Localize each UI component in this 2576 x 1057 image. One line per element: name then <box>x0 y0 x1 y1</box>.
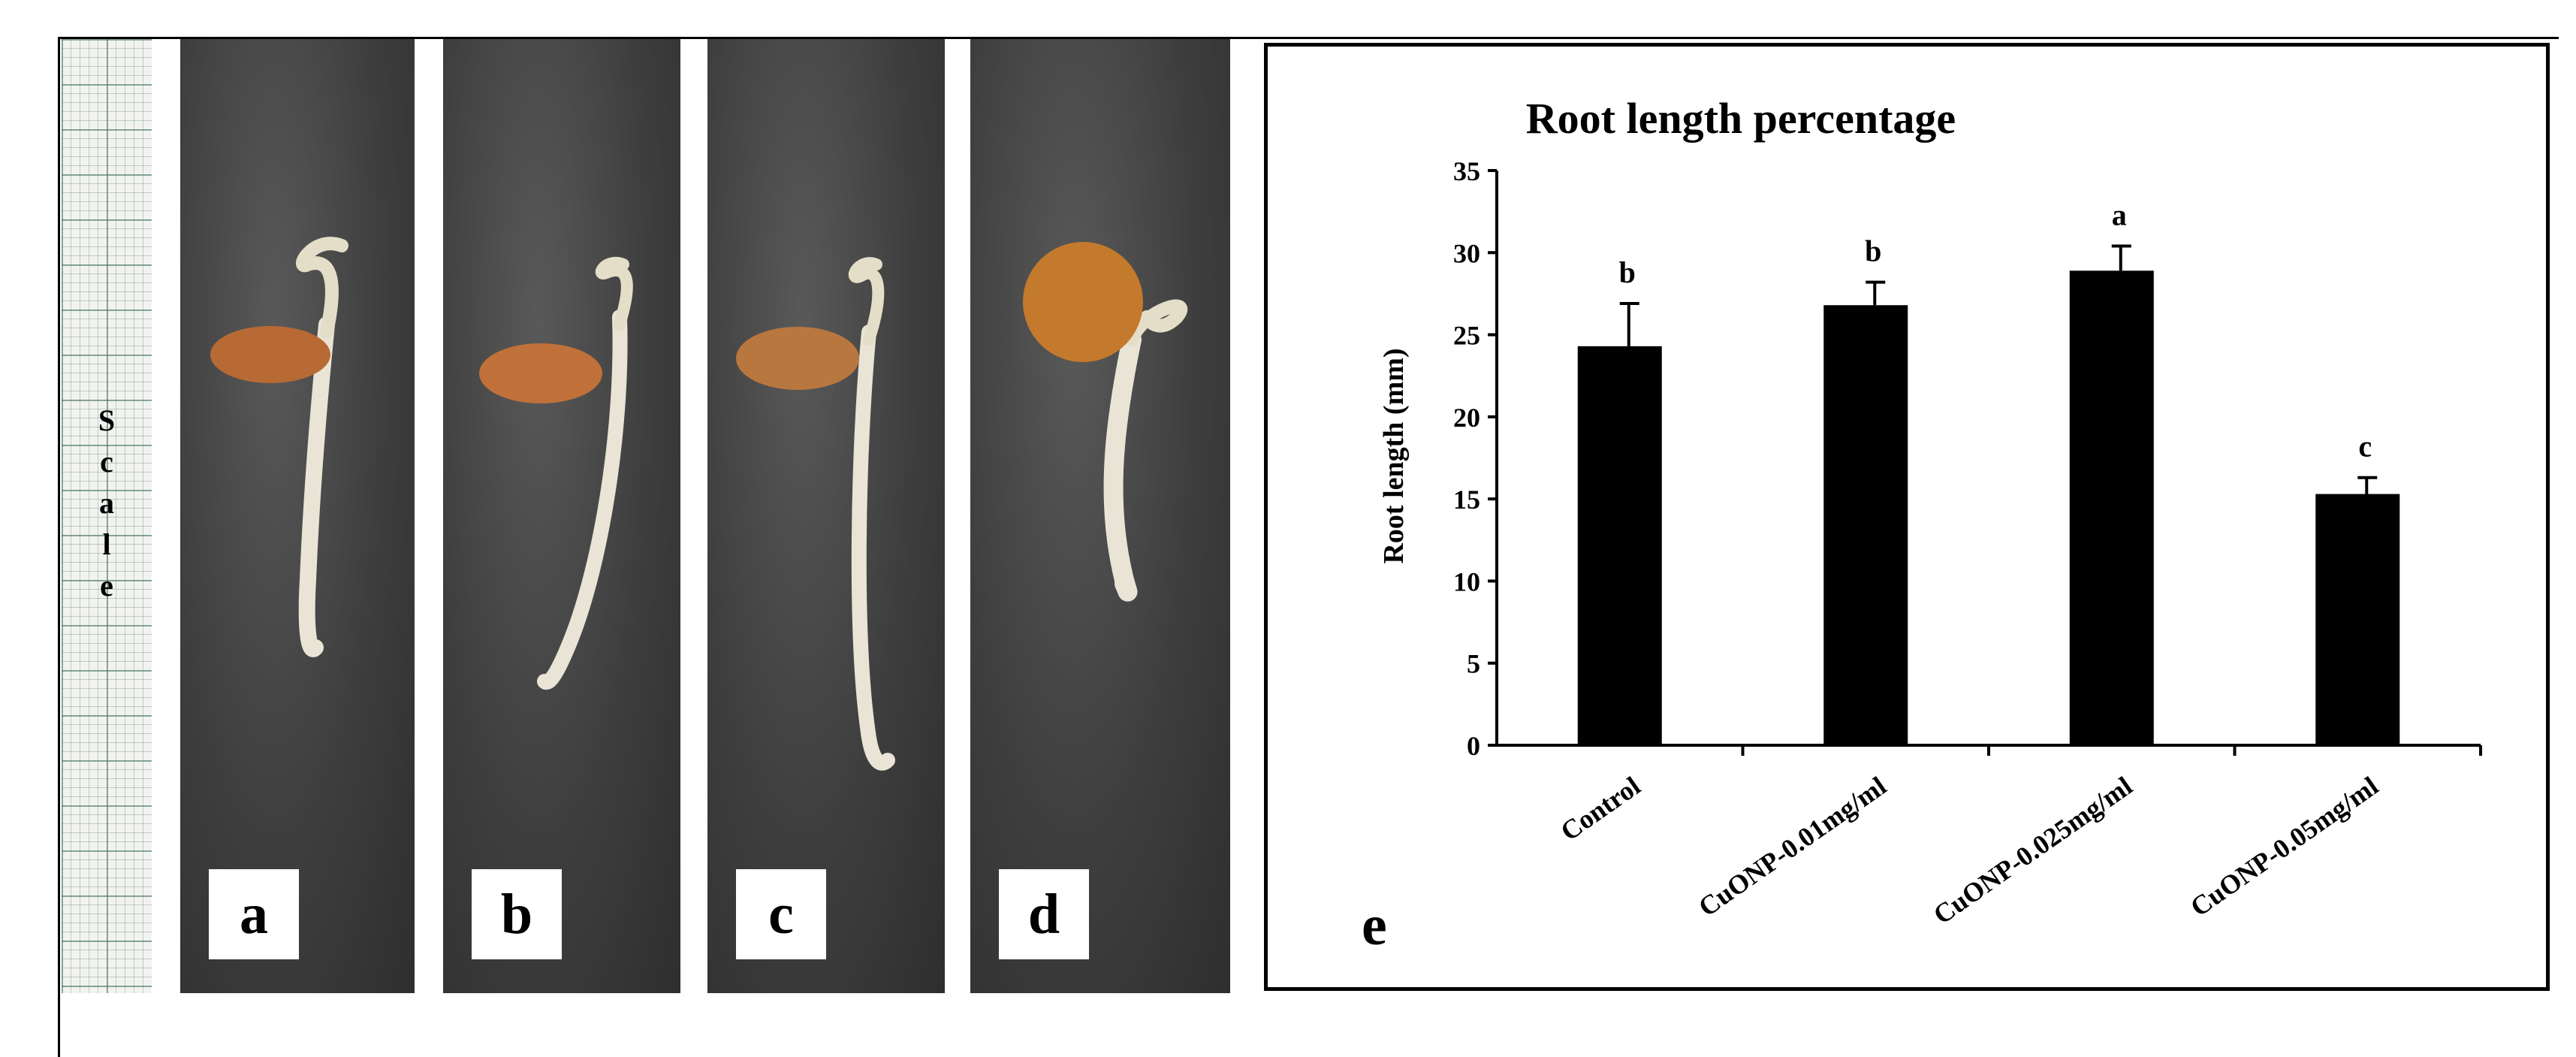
x-category-label: CuONP-0.05mg/ml <box>2185 771 2384 923</box>
shoot <box>296 237 348 339</box>
scale-ruler: S c a l e <box>62 39 152 993</box>
seedling-d-image <box>1023 242 1188 602</box>
bar <box>2315 494 2400 745</box>
scale-letter: c <box>100 445 113 479</box>
chart-title: Root length percentage <box>1526 94 1956 143</box>
scale-letter: S <box>98 403 116 437</box>
figure-top-rule <box>58 37 2559 39</box>
y-tick-label: 35 <box>1453 156 1480 186</box>
y-tick-label: 25 <box>1453 321 1480 351</box>
seedling-a-image <box>210 237 348 657</box>
figure-left-rule <box>58 37 60 1057</box>
panel-label-c: c <box>736 869 826 959</box>
scale-label: S c a l e <box>62 400 152 606</box>
seed <box>210 326 330 383</box>
seedling-photo-b: b <box>443 39 680 993</box>
panel-label-d: d <box>999 869 1089 959</box>
y-tick-label: 15 <box>1453 485 1480 515</box>
panel-label-a: a <box>209 869 299 959</box>
y-tick-label: 5 <box>1467 649 1480 679</box>
significance-label: c <box>2358 430 2372 464</box>
shoot <box>595 257 633 331</box>
y-tick-label: 20 <box>1453 403 1480 433</box>
seedling-photo-c: c <box>707 39 945 993</box>
root <box>1103 330 1142 602</box>
significance-label: b <box>1619 255 1636 289</box>
seedling-photo-d: d <box>970 39 1230 993</box>
chart-layer: 0 5 10 15 20 25 30 35 b Control b CuONP-0.01mg/ml a C… <box>1453 156 2482 930</box>
bar <box>1823 305 1908 745</box>
bar <box>1577 346 1662 745</box>
y-tick-label: 0 <box>1467 731 1480 761</box>
significance-label: b <box>1865 234 1881 268</box>
bar-chart: Root length percentage Root length (mm) … <box>1362 94 2482 957</box>
scale-letter: a <box>99 486 114 520</box>
seed <box>736 327 859 390</box>
scale-letter: l <box>102 527 111 561</box>
seedling-b-image <box>479 257 633 690</box>
bar <box>2069 270 2154 745</box>
significance-label: a <box>2112 198 2127 232</box>
y-tick-label: 10 <box>1453 566 1480 596</box>
scale-letter: e <box>100 569 113 602</box>
x-category-label: Control <box>1555 771 1646 847</box>
shoot <box>848 257 885 346</box>
y-axis-label: Root length (mm) <box>1378 348 1410 563</box>
seed <box>479 343 602 403</box>
root <box>537 310 628 690</box>
root <box>851 325 895 771</box>
x-category-label: CuONP-0.01mg/ml <box>1693 771 1892 923</box>
x-category-label: CuONP-0.025mg/ml <box>1928 771 2137 930</box>
root <box>298 316 335 657</box>
seed <box>1023 242 1143 362</box>
seedling-c-image <box>736 257 895 771</box>
chart-panel: Root length percentage Root length (mm) … <box>1264 43 2550 991</box>
y-tick-label: 30 <box>1453 238 1480 268</box>
shoot <box>1125 299 1188 346</box>
panel-label-e: e <box>1362 894 1387 957</box>
panel-label-b: b <box>472 869 562 959</box>
seedling-photo-a: a <box>180 39 415 993</box>
